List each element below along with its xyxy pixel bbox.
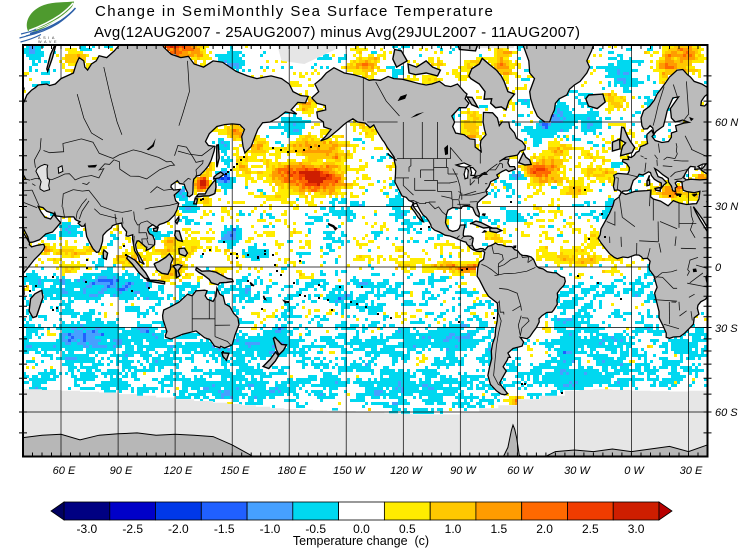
svg-text:30 N: 30 N: [715, 201, 738, 213]
svg-text:-2.0: -2.0: [168, 522, 189, 536]
svg-text:Change in SemiMonthly Sea Surf: Change in SemiMonthly Sea Surface Temper…: [95, 3, 494, 20]
svg-text:120 W: 120 W: [390, 465, 423, 477]
svg-text:0.0: 0.0: [353, 522, 370, 536]
svg-text:-0.5: -0.5: [305, 522, 326, 536]
svg-text:ASIA: ASIA: [38, 36, 57, 40]
svg-text:150 W: 150 W: [333, 465, 366, 477]
svg-text:60 S: 60 S: [715, 407, 738, 419]
svg-text:90 E: 90 E: [110, 465, 133, 477]
svg-text:WAVE: WAVE: [38, 40, 59, 44]
svg-text:0: 0: [715, 262, 722, 274]
svg-text:150 E: 150 E: [221, 465, 250, 477]
svg-text:Avg(12AUG2007 - 25AUG2007) min: Avg(12AUG2007 - 25AUG2007) minus Avg(29J…: [94, 24, 580, 41]
svg-text:0.5: 0.5: [399, 522, 416, 536]
svg-text:30 W: 30 W: [564, 465, 591, 477]
svg-text:60 E: 60 E: [53, 465, 76, 477]
svg-text:30 E: 30 E: [680, 465, 703, 477]
svg-text:-1.0: -1.0: [260, 522, 281, 536]
svg-text:-2.5: -2.5: [122, 522, 143, 536]
svg-text:180 E: 180 E: [278, 465, 307, 477]
svg-text:60 W: 60 W: [507, 465, 534, 477]
svg-text:90 W: 90 W: [450, 465, 477, 477]
svg-text:0 W: 0 W: [624, 465, 645, 477]
svg-text:1.5: 1.5: [490, 522, 507, 536]
svg-text:120 E: 120 E: [164, 465, 193, 477]
svg-text:60 N: 60 N: [715, 117, 738, 129]
svg-text:1.0: 1.0: [445, 522, 462, 536]
svg-text:30 S: 30 S: [715, 323, 738, 335]
svg-text:2.0: 2.0: [536, 522, 553, 536]
svg-text:2.5: 2.5: [582, 522, 599, 536]
svg-text:Temperature change (c): Temperature change (c): [293, 534, 429, 548]
svg-text:-3.0: -3.0: [77, 522, 98, 536]
svg-text:3.0: 3.0: [628, 522, 645, 536]
svg-text:-1.5: -1.5: [214, 522, 235, 536]
